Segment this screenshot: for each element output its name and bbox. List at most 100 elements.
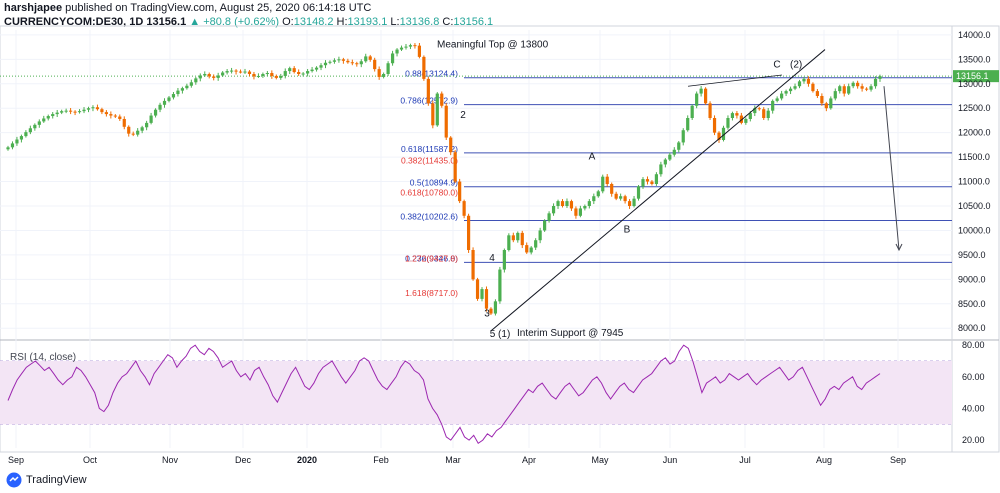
candle-body bbox=[833, 91, 837, 99]
candle-body bbox=[587, 201, 591, 206]
fib-label: 0.236(9346.0) bbox=[405, 253, 458, 263]
candle-body bbox=[261, 74, 265, 76]
candle-body bbox=[100, 109, 104, 113]
candle-body bbox=[560, 201, 565, 206]
candle-body bbox=[194, 78, 198, 83]
chart-frame bbox=[0, 25, 1000, 453]
low-label: L: bbox=[390, 16, 400, 28]
candle-body bbox=[435, 93, 439, 126]
candle-body bbox=[475, 279, 480, 299]
candle-body bbox=[744, 118, 748, 123]
x-tick-label: Dec bbox=[235, 455, 252, 465]
annotations: Meaningful Top @ 13800 Interim Support @ … bbox=[437, 40, 903, 340]
open-label: O: bbox=[282, 16, 294, 28]
symbol-info: CURRENCYCOM:DE30, 1D 13156.1 ▲ +80.8 (+0… bbox=[4, 16, 493, 28]
chart-annotation: A bbox=[589, 152, 596, 163]
candle-body bbox=[185, 85, 189, 89]
candle-body bbox=[775, 98, 779, 101]
fib-ext-label: 0.618(10780.0) bbox=[400, 187, 458, 197]
candle-body bbox=[297, 72, 301, 74]
candle-body bbox=[270, 73, 274, 76]
candle-body bbox=[547, 213, 551, 221]
candle-body bbox=[153, 109, 158, 116]
candle-body bbox=[136, 130, 140, 135]
candle-body bbox=[636, 186, 641, 199]
candle-body bbox=[663, 159, 667, 165]
candle-body bbox=[592, 196, 596, 202]
x-tick-label: Aug bbox=[816, 455, 832, 465]
y-tick-label: 9500.0 bbox=[958, 250, 986, 260]
candle-body bbox=[735, 113, 739, 116]
candle-body bbox=[6, 147, 10, 150]
candle-body bbox=[534, 240, 538, 248]
candle-body bbox=[632, 198, 636, 206]
candle-body bbox=[681, 130, 685, 143]
y-tick-label: 12500.0 bbox=[958, 103, 991, 113]
candle-body bbox=[569, 201, 574, 209]
candle-body bbox=[328, 61, 332, 63]
candle-body bbox=[252, 74, 256, 77]
chart-annotation: 2 bbox=[460, 110, 466, 121]
candle-body bbox=[538, 230, 542, 241]
candle-body bbox=[176, 90, 180, 95]
candle-body bbox=[198, 75, 202, 79]
candle-body bbox=[171, 94, 176, 98]
candle-body bbox=[529, 247, 533, 253]
last-price-box bbox=[953, 70, 999, 83]
y-tick-label: 9000.0 bbox=[958, 274, 986, 284]
candle-body bbox=[91, 107, 95, 109]
x-tick-label: Feb bbox=[373, 455, 389, 465]
candle-body bbox=[551, 206, 556, 214]
tradingview-logo-icon bbox=[6, 472, 22, 488]
candle-body bbox=[712, 118, 717, 133]
candle-body bbox=[238, 71, 243, 73]
candle-body bbox=[368, 56, 372, 60]
published-text: published on TradingView.com, August 25,… bbox=[65, 2, 372, 14]
chart-annotation: B bbox=[624, 224, 631, 235]
candle-body bbox=[15, 139, 19, 144]
candle-body bbox=[422, 56, 426, 79]
candle-body bbox=[847, 86, 851, 94]
candle-body bbox=[672, 149, 676, 155]
candle-body bbox=[350, 62, 354, 64]
candle-body bbox=[118, 116, 122, 119]
candle-body bbox=[659, 164, 663, 175]
candle-body bbox=[19, 136, 24, 140]
candle-body bbox=[502, 250, 506, 270]
candle-body bbox=[413, 45, 417, 47]
candle-body bbox=[346, 60, 350, 63]
candle-body bbox=[780, 93, 784, 99]
candle-body bbox=[207, 74, 211, 77]
y-tick-label: 13000.0 bbox=[958, 79, 991, 89]
fib-ext-label: 1.272(9427.8) bbox=[405, 253, 458, 263]
candle-body bbox=[73, 111, 77, 113]
candle-body bbox=[55, 112, 59, 115]
y-tick-label: 12000.0 bbox=[958, 128, 991, 138]
candle-body bbox=[641, 179, 645, 187]
high-label: H: bbox=[336, 16, 348, 28]
candle-body bbox=[511, 235, 515, 241]
candle-body bbox=[489, 308, 493, 314]
candle-body bbox=[292, 68, 296, 73]
candle-body bbox=[668, 154, 672, 160]
candle-body bbox=[51, 114, 55, 117]
y-tick-label: 14000.0 bbox=[958, 30, 991, 40]
candle-body bbox=[180, 88, 184, 91]
y-tick-label: 13500.0 bbox=[958, 54, 991, 64]
candle-body bbox=[596, 191, 600, 197]
fib-label: 0.382(10202.6) bbox=[400, 212, 458, 222]
rsi-tick-label: 40.00 bbox=[962, 403, 985, 413]
candle-body bbox=[762, 109, 766, 118]
candle-body bbox=[574, 208, 578, 216]
candle-body bbox=[690, 105, 694, 118]
y-tick-label: 8000.0 bbox=[958, 323, 986, 333]
candle-body bbox=[869, 86, 873, 90]
candle-body bbox=[788, 88, 793, 92]
candle-body bbox=[145, 122, 149, 128]
candle-body bbox=[842, 86, 846, 94]
candle-body bbox=[873, 78, 878, 87]
candle-body bbox=[704, 88, 708, 104]
candle-body bbox=[158, 104, 162, 110]
candle-body bbox=[623, 196, 627, 202]
